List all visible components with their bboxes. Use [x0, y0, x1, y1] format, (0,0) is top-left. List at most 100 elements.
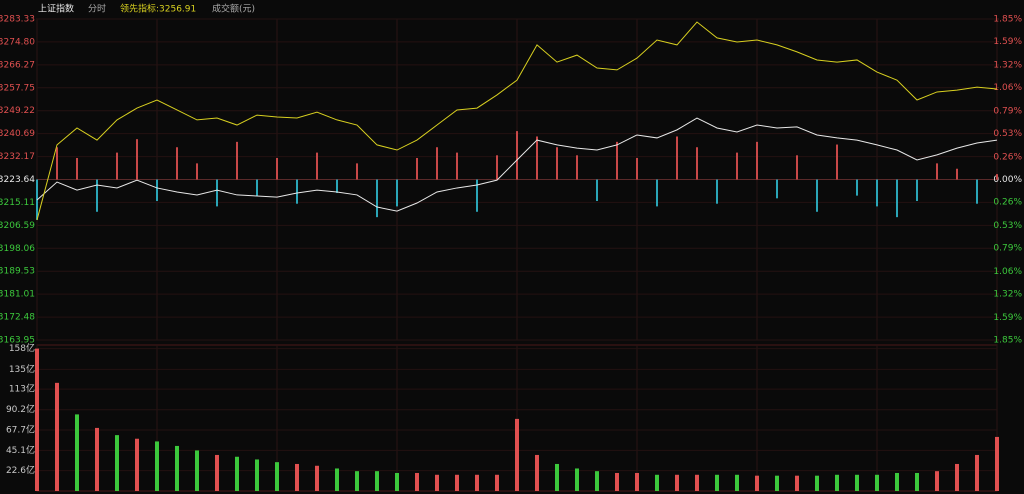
pressure-bar [256, 179, 258, 196]
volume-bar [815, 475, 819, 491]
y-tick-label: 3240.69 [0, 129, 35, 139]
volume-label: 成交额(元) [212, 3, 255, 15]
volume-bar [995, 436, 999, 491]
volume-bar [275, 462, 279, 491]
volume-tick-label: 90.2亿 [6, 403, 35, 415]
volume-tick-label: 22.6亿 [6, 464, 35, 476]
pressure-bar [196, 163, 198, 180]
volume-bar [595, 471, 599, 491]
pressure-bar [876, 179, 878, 207]
pressure-bar [696, 147, 698, 180]
volume-bar [235, 456, 239, 491]
volume-bar [95, 427, 99, 491]
y2-tick-label: 1.06% [993, 83, 1022, 93]
pressure-bar [176, 147, 178, 180]
y-tick-label: 3198.06 [0, 244, 35, 254]
y2-tick-label: 1.85% [993, 15, 1022, 25]
y-tick-label: 3266.27 [0, 60, 35, 70]
y2-tick-label: 0.79% [993, 244, 1022, 254]
volume-bar [215, 454, 219, 491]
volume-bar [155, 441, 159, 491]
y2-tick-label: 0.26% [993, 198, 1022, 208]
y-tick-label: 3249.22 [0, 106, 35, 116]
pressure-bar [756, 141, 758, 180]
volume-bar [935, 471, 939, 491]
volume-bar [975, 454, 979, 491]
volume-bar [255, 459, 259, 491]
pressure-bar [816, 179, 818, 212]
pressure-bar [456, 152, 458, 180]
pressure-bar [976, 179, 978, 204]
pressure-bar [656, 179, 658, 207]
volume-bar [615, 472, 619, 491]
pressure-bar [596, 179, 598, 202]
pressure-bar [376, 179, 378, 218]
pressure-bar [636, 157, 638, 180]
volume-bar [55, 382, 59, 491]
volume-bar [635, 472, 639, 491]
volume-bar [195, 450, 199, 491]
y-tick-label: 3206.59 [0, 221, 35, 231]
y2-tick-label: 1.32% [993, 60, 1022, 70]
volume-bar [135, 438, 139, 491]
pressure-bar [936, 163, 938, 180]
y-tick-label: 3172.48 [0, 313, 35, 323]
volume-bar [395, 472, 399, 491]
volume-bar [115, 435, 119, 491]
volume-bar [835, 474, 839, 491]
pressure-bar [316, 152, 318, 180]
volume-bar [515, 418, 519, 491]
y2-tick-label: 0.53% [993, 129, 1022, 139]
volume-bar [75, 414, 79, 491]
y2-tick-label: 1.85% [993, 336, 1022, 346]
pressure-bar [716, 179, 718, 204]
y2-tick-label: 0.26% [993, 152, 1022, 162]
volume-bar [875, 474, 879, 491]
volume-tick-label: 113亿 [9, 383, 35, 395]
pressure-bar [676, 136, 678, 180]
pressure-bar [436, 147, 438, 180]
volume-bar [335, 468, 339, 491]
volume-tick-label: 67.7亿 [6, 423, 35, 435]
y2-tick-label: 0.00% [993, 175, 1022, 185]
volume-bar [535, 454, 539, 491]
volume-bar [375, 471, 379, 491]
y2-tick-label: 1.59% [993, 313, 1022, 323]
volume-bar [695, 474, 699, 491]
pressure-bar [216, 179, 218, 207]
y-tick-label: 3181.01 [0, 290, 35, 300]
volume-bar [955, 463, 959, 491]
volume-bar [755, 475, 759, 491]
pressure-bar [136, 139, 138, 180]
pressure-bar [416, 157, 418, 180]
pressure-bar [496, 155, 498, 180]
pressure-bar [156, 179, 158, 202]
volume-bar [655, 474, 659, 491]
volume-bar [175, 445, 179, 491]
pressure-bar [856, 179, 858, 196]
volume-bar [495, 474, 499, 491]
y2-tick-label: 1.59% [993, 37, 1022, 47]
y2-tick-label: 1.32% [993, 290, 1022, 300]
volume-bar [475, 474, 479, 491]
pressure-bar [296, 179, 298, 204]
series-name: 上证指数 [38, 3, 74, 15]
pressure-bar [516, 131, 518, 180]
volume-bar [735, 474, 739, 491]
y-tick-label: 3163.95 [0, 336, 35, 346]
pressure-bar [916, 179, 918, 202]
y-tick-label: 3283.33 [0, 15, 35, 25]
pressure-bar [76, 157, 78, 180]
pressure-bar [396, 179, 398, 207]
y2-tick-label: 0.79% [993, 106, 1022, 116]
pressure-bar [776, 179, 778, 199]
pressure-bar [336, 179, 338, 193]
series-line [36, 21, 998, 221]
volume-bar [795, 475, 799, 491]
pressure-bar [896, 179, 898, 218]
volume-bar [575, 468, 579, 491]
volume-tick-label: 135亿 [9, 363, 35, 375]
pressure-bar [556, 147, 558, 180]
y-tick-label: 3232.17 [0, 152, 35, 162]
volume-tick-label: 45.1亿 [6, 444, 35, 456]
